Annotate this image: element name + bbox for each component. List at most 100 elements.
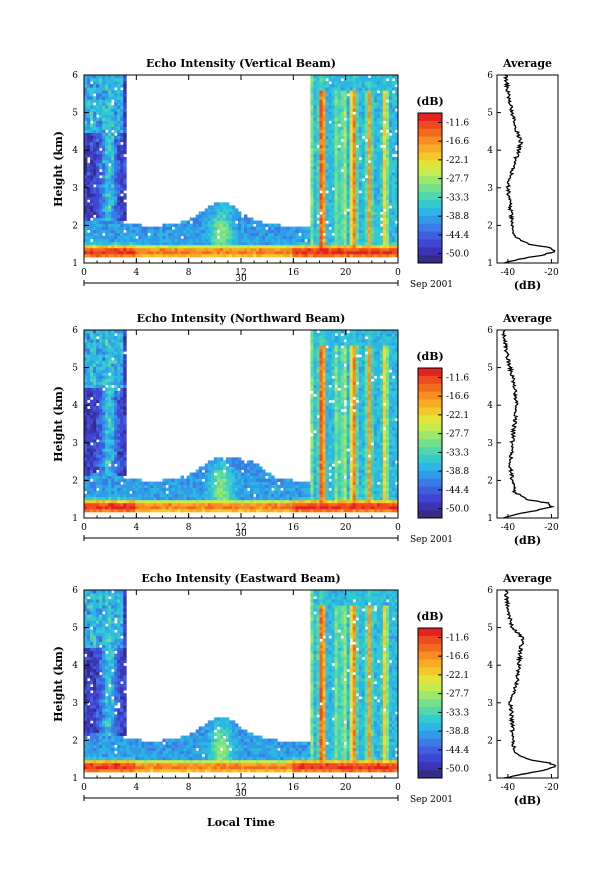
heatmap-cell: [114, 184, 117, 187]
heatmap-cell: [380, 175, 383, 178]
heatmap-cell: [84, 439, 87, 442]
heatmap-cell: [108, 120, 111, 123]
heatmap-cell: [205, 479, 208, 482]
heatmap-cell: [129, 236, 132, 239]
heatmap-cell: [329, 127, 332, 130]
heatmap-cell: [341, 133, 344, 136]
heatmap-cell: [368, 142, 371, 145]
heatmap-cell: [374, 236, 377, 239]
heatmap-cell: [335, 87, 338, 90]
heatmap-cell: [362, 172, 365, 175]
heatmap-cell: [211, 248, 214, 251]
heatmap-cell: [368, 111, 371, 114]
heatmap-cell: [111, 172, 114, 175]
heatmap-cell: [117, 391, 120, 394]
heatmap-cell: [347, 81, 350, 84]
heatmap-cell: [190, 506, 193, 509]
heatmap-cell: [374, 130, 377, 133]
heatmap-cell: [141, 494, 144, 497]
heatmap-cell: [383, 227, 386, 230]
heatmap-cell: [374, 87, 377, 90]
heatmap-cell: [211, 236, 214, 239]
heatmap-cell: [295, 503, 298, 506]
heatmap-cell: [359, 136, 362, 139]
heatmap-cell: [374, 190, 377, 193]
heatmap-cell: [347, 205, 350, 208]
heatmap-cell: [359, 181, 362, 184]
heatmap-cell: [338, 218, 341, 221]
heatmap-cell: [320, 184, 323, 187]
heatmap-cell: [150, 506, 153, 509]
heatmap-cell: [187, 503, 190, 506]
heatmap-cell: [96, 211, 99, 214]
heatmap-cell: [374, 208, 377, 211]
heatmap-cell: [374, 139, 377, 142]
heatmap-cell: [87, 348, 90, 351]
heatmap-cell: [244, 494, 247, 497]
heatmap-cell: [356, 184, 359, 187]
heatmap-cell: [99, 199, 102, 202]
heatmap-cell: [90, 466, 93, 469]
heatmap-cell: [120, 339, 123, 342]
heatmap-cell: [208, 227, 211, 230]
heatmap-cell: [114, 479, 117, 482]
heatmap-cell: [120, 424, 123, 427]
heatmap-cell: [163, 491, 166, 494]
heatmap-cell: [196, 509, 199, 512]
heatmap-cell: [84, 84, 87, 87]
heatmap-cell: [347, 245, 350, 248]
heatmap-cell: [298, 494, 301, 497]
heatmap-cell: [292, 485, 295, 488]
heatmap-cell: [238, 224, 241, 227]
heatmap-cell: [250, 463, 253, 466]
heatmap-cell: [259, 233, 262, 236]
heatmap-cell: [135, 494, 138, 497]
heatmap-cell: [247, 224, 250, 227]
heatmap-cell: [96, 460, 99, 463]
heatmap-cell: [217, 509, 220, 512]
heatmap-cell: [335, 221, 338, 224]
heatmap-cell: [208, 485, 211, 488]
heatmap-cell: [96, 187, 99, 190]
heatmap-cell: [93, 81, 96, 84]
heatmap-cell: [87, 90, 90, 93]
heatmap-cell: [332, 224, 335, 227]
heatmap-cell: [150, 509, 153, 512]
heatmap-cell: [208, 245, 211, 248]
heatmap-cell: [90, 205, 93, 208]
heatmap-cell: [229, 227, 232, 230]
heatmap-cell: [196, 233, 199, 236]
heatmap-cell: [99, 360, 102, 363]
heatmap-cell: [190, 473, 193, 476]
heatmap-cell: [238, 509, 241, 512]
heatmap-cell: [120, 245, 123, 248]
heatmap-cell: [316, 75, 319, 78]
heatmap-cell: [274, 506, 277, 509]
heatmap-cell: [123, 479, 126, 482]
heatmap-cell: [271, 479, 274, 482]
heatmap-cell: [335, 105, 338, 108]
heatmap-cell: [253, 463, 256, 466]
heatmap-cell: [96, 339, 99, 342]
heatmap-cell: [271, 494, 274, 497]
heatmap-cell: [220, 494, 223, 497]
heatmap-cell: [344, 148, 347, 151]
heatmap-cell: [241, 227, 244, 230]
heatmap-cell: [292, 254, 295, 257]
heatmap-cell: [383, 166, 386, 169]
heatmap-cell: [93, 454, 96, 457]
heatmap-cell: [359, 218, 362, 221]
heatmap-cell: [90, 439, 93, 442]
heatmap-cell: [371, 133, 374, 136]
heatmap-cell: [313, 117, 316, 120]
heatmap-cell: [310, 187, 313, 190]
heatmap-cell: [304, 248, 307, 251]
heatmap-cell: [316, 130, 319, 133]
heatmap-cell: [123, 488, 126, 491]
heatmap-cell: [335, 248, 338, 251]
heatmap-cell: [123, 218, 126, 221]
heatmap-cell: [190, 482, 193, 485]
heatmap-cell: [292, 506, 295, 509]
heatmap-cell: [371, 175, 374, 178]
heatmap-cell: [253, 251, 256, 254]
